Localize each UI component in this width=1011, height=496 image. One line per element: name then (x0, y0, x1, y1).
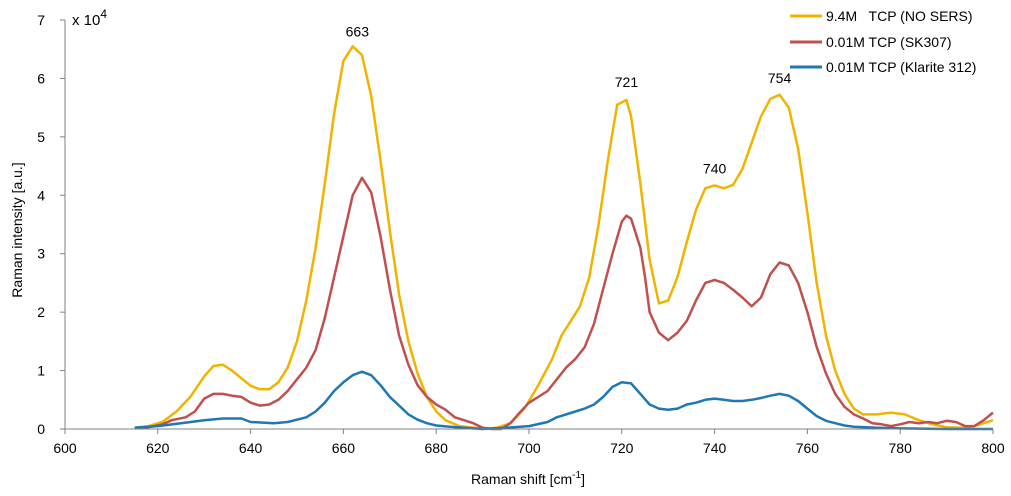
legend: 9.4M TCP (NO SERS) 0.01M TCP (SK307) 0.0… (790, 8, 976, 75)
y-tick-label: 7 (37, 12, 45, 28)
peak-label-663: 663 (346, 23, 370, 39)
series-line-2 (134, 176, 994, 431)
y-tick-label: 4 (37, 187, 45, 203)
legend-label-series-1: 9.4M TCP (NO SERS) (826, 8, 973, 24)
x-tick-label: 640 (239, 440, 263, 456)
x-tick-label: 760 (796, 440, 820, 456)
peak-label-721: 721 (615, 74, 639, 90)
x-axis-title-sup: -1 (572, 470, 581, 481)
y-tick-label: 5 (37, 129, 45, 145)
x-tick-label: 800 (981, 440, 1005, 456)
x-tick-label: 720 (610, 440, 634, 456)
x-tick-label: 740 (703, 440, 727, 456)
y-multiplier-exponent: 4 (100, 7, 107, 21)
x-tick-label: 620 (146, 440, 170, 456)
series-line-1 (134, 45, 994, 431)
y-axis-title: Raman intensity [a.u.] (9, 162, 25, 297)
x-tick-label: 600 (53, 440, 77, 456)
plot-lines (134, 45, 994, 431)
x-tick-label: 780 (889, 440, 913, 456)
legend-label-series-3: 0.01M TCP (Klarite 312) (826, 59, 976, 75)
y-tick-label: 3 (37, 246, 45, 262)
y-tick-label: 2 (37, 304, 45, 320)
y-tick-label: 0 (37, 421, 45, 437)
x-axis-title-text: Raman shift [cm (471, 471, 572, 487)
legend-label-series-2: 0.01M TCP (SK307) (826, 34, 952, 50)
x-tick-label: 680 (425, 440, 449, 456)
x-tick-label: 660 (332, 440, 356, 456)
x-tick-label: 700 (517, 440, 541, 456)
peak-annotations: 663 721 740 754 (346, 23, 792, 176)
peak-label-754: 754 (768, 70, 792, 86)
y-tick-label: 1 (37, 363, 45, 379)
x-axis-title: Raman shift [cm-1] (471, 470, 585, 487)
y-multiplier-label: x 104 (72, 7, 107, 29)
x-axis-title-end: ] (581, 471, 585, 487)
axes: 0 1 2 3 4 5 6 7 600 620 640 660 680 700 720 740 760 780 80… (37, 12, 1005, 456)
y-multiplier-text: x 10 (72, 12, 100, 29)
y-tick-label: 6 (37, 70, 45, 86)
series-line-3 (134, 370, 993, 431)
peak-label-740: 740 (703, 161, 727, 177)
